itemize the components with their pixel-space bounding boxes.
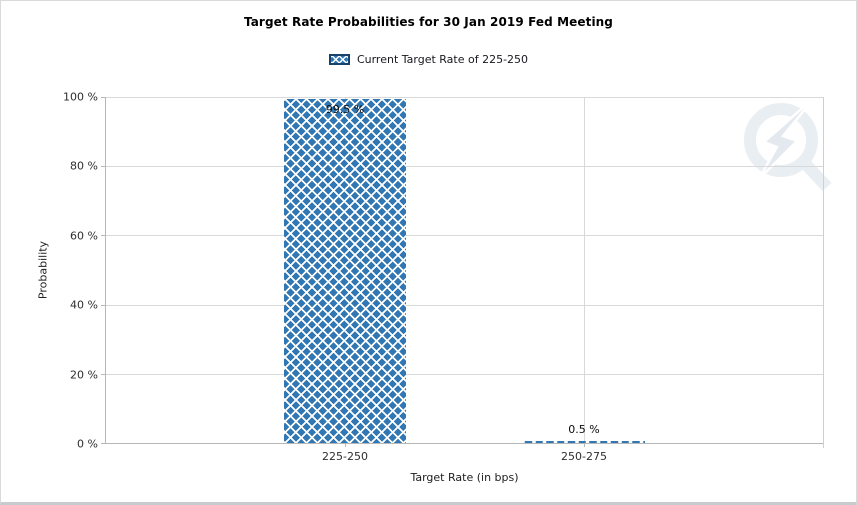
bar-column: 99.5 % 225-250 [283, 97, 406, 463]
x-axis-tick [344, 443, 346, 447]
horizontal-gridline [106, 373, 823, 375]
chart-title: Target Rate Probabilities for 30 Jan 201… [244, 15, 613, 29]
legend-label: Current Target Rate of 225-250 [356, 53, 529, 66]
y-axis-tick [101, 304, 106, 306]
bar [522, 441, 645, 443]
bar-value-label: 0.5 % [568, 423, 600, 437]
horizontal-gridline [106, 166, 823, 168]
q-lightning-watermark-icon [737, 91, 843, 201]
x-axis-tick [583, 443, 585, 447]
bar [283, 98, 406, 443]
y-axis-tick [101, 235, 106, 237]
y-tick-label: 100 % [63, 90, 98, 104]
plot-area: 99.5 % 225-250 0.5 % 250-275 [101, 97, 824, 463]
y-axis-tick [101, 97, 106, 98]
y-axis-tick [101, 373, 106, 375]
horizontal-gridline [106, 97, 823, 98]
y-tick-label: 60 % [70, 229, 98, 243]
bar-value-label: 99.5 % [325, 102, 365, 116]
bar-column: 0.5 % 250-275 [522, 97, 645, 463]
x-category-label: 225-250 [322, 450, 368, 463]
vertical-gridline [584, 97, 585, 443]
y-axis-tick [101, 166, 106, 168]
y-tick-label: 0 % [77, 437, 98, 451]
horizontal-gridline [106, 235, 823, 237]
y-axis-tick [101, 443, 106, 444]
x-axis-title: Target Rate (in bps) [410, 471, 519, 484]
x-category-label: 250-275 [561, 450, 607, 463]
horizontal-gridline [106, 304, 823, 306]
y-tick-label: 40 % [70, 298, 98, 312]
legend: Current Target Rate of 225-250 [1, 53, 856, 66]
y-tick-label: 80 % [70, 159, 98, 173]
legend-swatch-crosshatch [328, 54, 350, 65]
y-tick-label: 20 % [70, 368, 98, 382]
y-axis: 100 % 80 % 60 % 40 % 20 % 0 % [1, 91, 98, 451]
